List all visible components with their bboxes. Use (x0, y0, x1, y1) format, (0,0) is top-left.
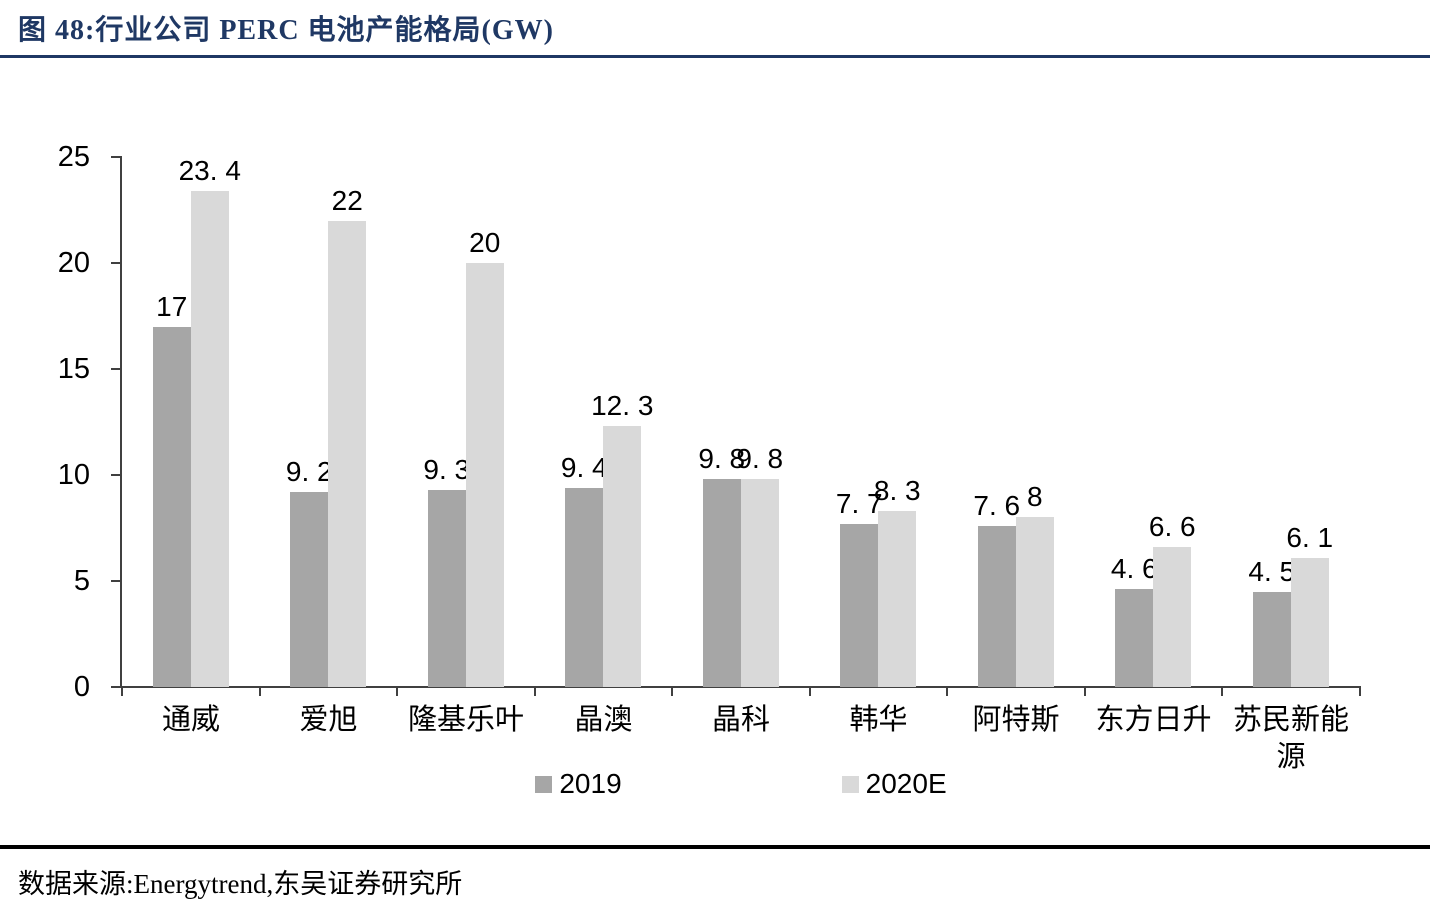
y-axis-tick-label: 0 (73, 671, 90, 703)
bar-2019-晶澳 (565, 487, 604, 687)
x-axis-category-label: 东方日升 (1095, 704, 1212, 736)
y-axis-tick-mark (111, 262, 121, 264)
legend-swatch-2020E (841, 775, 859, 793)
perc-capacity-bar-chart: 0 5 10 15 20 25 17 9. 2 9. 3 9. 4 9. 8 7. 7 7. 6 4. 6… (57, 141, 1361, 773)
y-axis-tick-label: 10 (57, 459, 90, 491)
y-axis-tick-label: 15 (57, 353, 90, 385)
bar-value-label-2020E-苏民新能源: 6. 1 (1286, 521, 1334, 553)
bar-2019-韩华 (840, 523, 879, 687)
x-axis-tick-mark (1083, 687, 1086, 696)
bar-2019-隆基乐叶 (427, 489, 466, 687)
bar-value-label-2019-爱旭: 9. 2 (285, 455, 333, 487)
x-axis-category-label: 韩华 (849, 704, 908, 736)
x-axis-category-label: 爱旭 (299, 704, 358, 736)
x-axis-category-label: 晶澳 (574, 704, 633, 736)
bar-2020E-晶澳 (603, 426, 642, 687)
title-underline (0, 55, 1430, 58)
x-axis-tick-mark (533, 687, 536, 696)
x-axis-category-label: 隆基乐叶 (407, 704, 524, 736)
bar-2020E-东方日升 (1153, 547, 1192, 687)
bar-2019-爱旭 (290, 491, 329, 687)
legend-item-2020E: 2020E (841, 768, 947, 800)
x-axis-line (120, 686, 1361, 688)
x-axis-category-label: 晶科 (711, 704, 770, 736)
x-axis-tick-mark (258, 687, 261, 696)
figure-title: 图 48:行业公司 PERC 电池产能格局(GW) (18, 15, 554, 46)
bar-value-label-2020E-通威: 23. 4 (178, 154, 241, 186)
bar-value-label-2020E-东方日升: 6. 6 (1148, 511, 1196, 543)
bar-2020E-通威 (190, 190, 229, 687)
y-axis-tick-mark (111, 156, 121, 158)
bar-value-label-2019-阿特斯: 7. 6 (973, 489, 1021, 521)
y-axis-tick-mark (111, 368, 121, 370)
x-axis-tick-mark (671, 687, 673, 696)
bar-value-label-2019-隆基乐叶: 9. 3 (423, 453, 471, 485)
x-axis-tick-mark (121, 687, 123, 696)
y-axis-tick-mark (111, 580, 121, 582)
bar-2019-苏民新能源 (1252, 591, 1291, 687)
y-axis-tick-mark (111, 474, 121, 476)
bar-value-label-2020E-晶科: 9. 8 (736, 443, 784, 475)
bar-2020E-隆基乐叶 (465, 263, 504, 687)
bar-2019-晶科 (702, 479, 741, 687)
x-axis-tick-mark (808, 687, 811, 696)
bar-2019-通威 (152, 326, 191, 687)
y-axis-tick-label: 20 (57, 247, 90, 279)
bar-2020E-爱旭 (328, 220, 367, 687)
bar-value-label-2020E-阿特斯: 8 (1026, 481, 1043, 513)
x-axis-tick-mark (946, 687, 948, 696)
bar-2020E-苏民新能源 (1290, 557, 1329, 687)
bar-value-label-2019-晶澳: 9. 4 (560, 451, 608, 483)
data-source-note: 数据来源:Energytrend,东吴证券研究所 (18, 869, 463, 899)
x-axis-tick-mark (1358, 687, 1361, 696)
bar-value-label-2019-东方日升: 4. 6 (1110, 553, 1158, 585)
legend-swatch-2019 (535, 775, 553, 793)
y-axis-line (120, 156, 122, 687)
x-axis-tick-mark (396, 687, 398, 696)
bar-2020E-晶科 (740, 479, 779, 687)
x-axis-tick-mark (1221, 687, 1223, 696)
bar-value-label-2019-韩华: 7. 7 (835, 487, 883, 519)
bar-value-label-2020E-晶澳: 12. 3 (591, 390, 654, 422)
legend-label-2019: 2019 (559, 768, 622, 799)
y-axis-tick-mark (111, 686, 121, 688)
bar-2020E-阿特斯 (1015, 517, 1054, 687)
x-axis-category-label: 阿特斯 (972, 704, 1060, 736)
legend-label-2020E: 2020E (865, 768, 947, 799)
bar-2020E-韩华 (878, 511, 917, 687)
y-axis-tick-label: 5 (73, 565, 90, 597)
legend-item-2019: 2019 (535, 768, 622, 800)
bar-2019-东方日升 (1115, 589, 1154, 687)
x-axis-category-label: 苏民新能源 (1232, 704, 1349, 773)
chart-legend: 2019 2020E (122, 768, 1360, 800)
bar-value-label-2019-晶科: 9. 8 (698, 443, 746, 475)
bar-value-label-2019-通威: 17 (156, 290, 188, 322)
bar-value-label-2019-苏民新能源: 4. 5 (1248, 555, 1296, 587)
footer-divider (0, 845, 1430, 849)
bar-value-label-2020E-爱旭: 22 (331, 184, 363, 216)
bar-2019-阿特斯 (977, 525, 1016, 687)
bar-value-label-2020E-隆基乐叶: 20 (469, 227, 501, 258)
bar-value-label-2020E-韩华: 8. 3 (873, 475, 921, 507)
y-axis-tick-label: 25 (57, 141, 90, 173)
x-axis-category-label: 通威 (161, 704, 220, 736)
